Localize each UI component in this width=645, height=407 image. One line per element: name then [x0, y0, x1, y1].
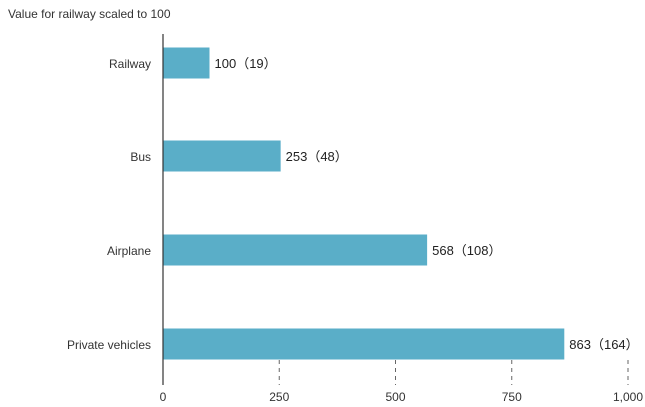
data-label: 100（19）	[215, 56, 277, 71]
category-label: Bus	[130, 150, 151, 164]
x-tick-label: 1,000	[613, 390, 643, 404]
category-label: Railway	[109, 57, 151, 71]
data-label: 253（48）	[286, 149, 348, 164]
x-tick-label: 0	[160, 390, 167, 404]
x-tick-label: 250	[269, 390, 289, 404]
bar	[163, 234, 428, 266]
category-label: Private vehicles	[67, 338, 151, 352]
data-label: 568（108）	[432, 243, 501, 258]
chart-subtitle: Value for railway scaled to 100	[8, 7, 171, 21]
x-tick-label: 750	[502, 390, 522, 404]
data-label: 863（164）	[569, 337, 638, 352]
x-tick-label: 500	[385, 390, 405, 404]
bar	[163, 140, 281, 172]
category-label: Airplane	[107, 244, 151, 258]
bar	[163, 47, 210, 79]
bar	[163, 328, 565, 360]
